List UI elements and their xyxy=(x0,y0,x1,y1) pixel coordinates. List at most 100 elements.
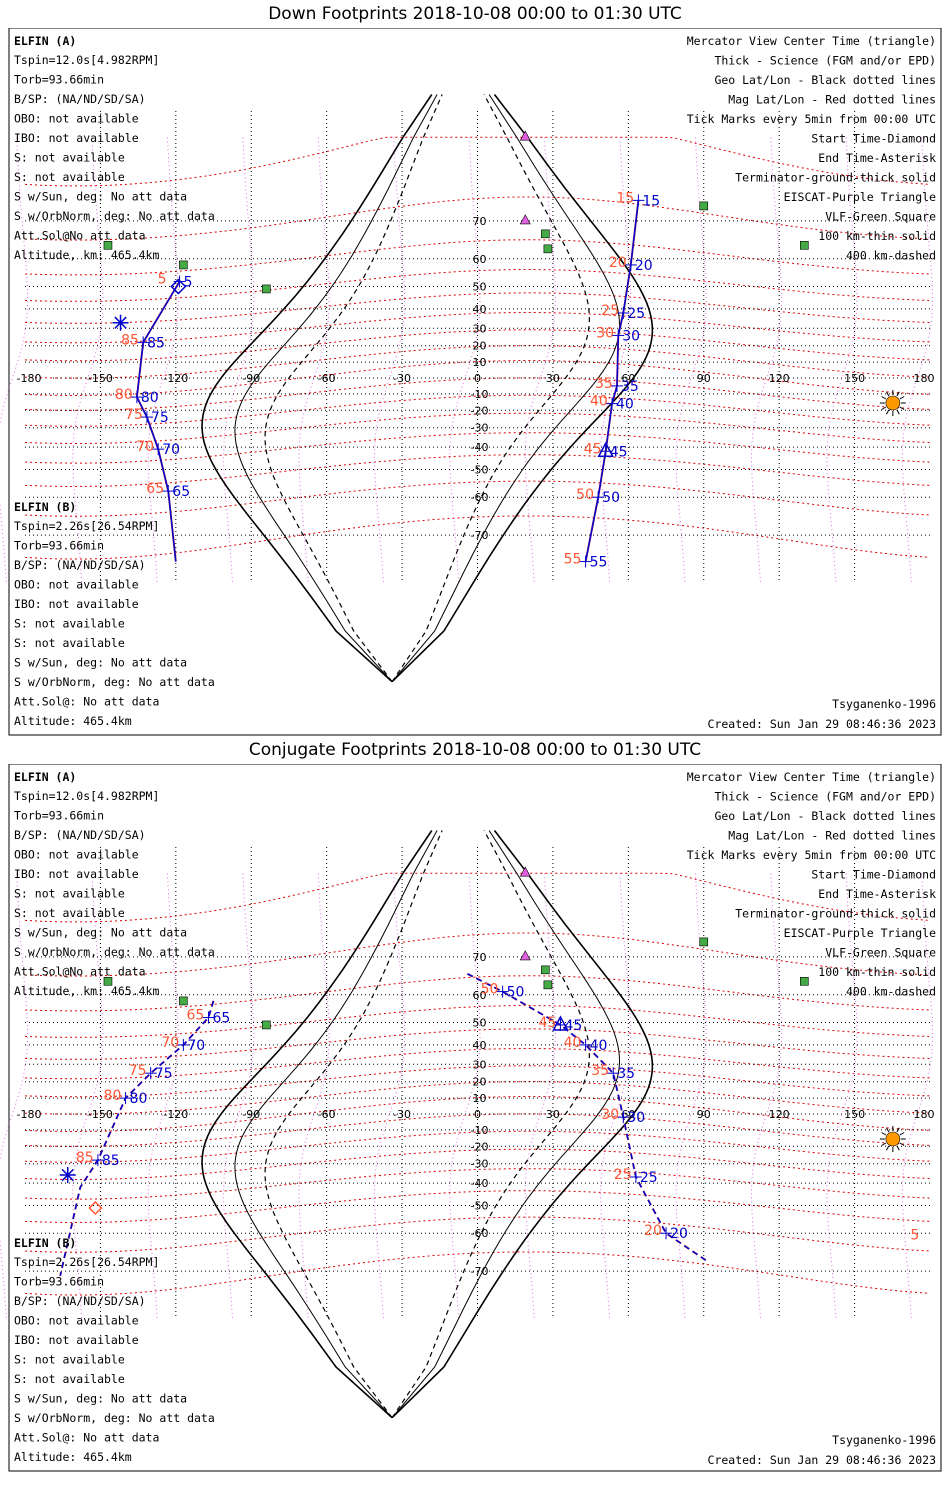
tick-label-b: 35 xyxy=(591,1063,609,1079)
sc-b-name: ELFIN (B) xyxy=(14,1236,76,1250)
conjugate-footprints-map: -180 -150 -120 -90 -60 -30 0 30 60 90 120 150 180706… xyxy=(0,764,942,1472)
lat-tick-label: 70 xyxy=(473,215,487,228)
tick-label-a: 35 xyxy=(621,379,639,395)
terminator-curves xyxy=(201,94,654,683)
sun-ray xyxy=(881,1132,887,1136)
lon-tick-label: 150 xyxy=(844,1108,865,1121)
tick-label-b: 40 xyxy=(564,1035,582,1051)
sun-ray xyxy=(899,1142,905,1146)
created-timestamp: Created: Sun Jan 29 08:46:36 2023 xyxy=(708,1453,937,1467)
lat-tick-label: -60 xyxy=(471,1227,489,1240)
legend-line: Mercator View Center Time (triangle) xyxy=(687,34,936,48)
mag-lat-line xyxy=(24,1065,931,1098)
tick-label-b: 20 xyxy=(609,255,627,271)
sc-b-info-line: OBO: not available xyxy=(14,1314,139,1328)
extra-tick-label: 5 xyxy=(910,1228,919,1244)
tick-label-b: 70 xyxy=(161,1035,179,1051)
sc-b-info-line: S w/OrbNorm, deg: No att data xyxy=(14,675,215,689)
sc-a-info-line: OBO: not available xyxy=(14,848,139,862)
mag-lat-line xyxy=(24,329,931,362)
sc-a-info-line: IBO: not available xyxy=(14,867,139,881)
lon-tick-label: -120 xyxy=(163,1108,188,1121)
terminator-ground-curve xyxy=(201,94,433,683)
lon-tick-label: 60 xyxy=(621,372,635,385)
sc-b-info-line: IBO: not available xyxy=(14,597,139,611)
vlf-square xyxy=(699,937,709,947)
tick-label-b: 65 xyxy=(187,1007,205,1023)
vlf-square xyxy=(179,996,188,1006)
sun-disc xyxy=(885,395,901,411)
tick-label-b: 30 xyxy=(601,1107,619,1123)
vlf-square xyxy=(541,965,550,975)
tick-label-a: 25 xyxy=(640,1170,658,1186)
tick-label-b: 65 xyxy=(146,481,164,497)
lon-tick-label: -150 xyxy=(88,372,113,385)
sc-a-info-line: S w/Sun, deg: No att data xyxy=(14,190,187,204)
lon-tick-label: 30 xyxy=(546,372,560,385)
legend-line: Terminator-ground-thick solid xyxy=(735,907,936,921)
geo-grid xyxy=(25,847,930,1318)
mag-lat-line xyxy=(24,1004,931,1038)
tick-label-a: 50 xyxy=(507,985,525,1001)
tick-label-b: 30 xyxy=(596,325,614,341)
down-footprints-map: -180 -150 -120 -90 -60 -30 0 30 60 90 120 150 180 70 6… xyxy=(0,28,942,736)
legend-line: VLF-Green Square xyxy=(825,946,936,960)
bottom-panel-title: Conjugate Footprints 2018-10-08 00:00 to… xyxy=(248,740,702,760)
lat-tick-label: 40 xyxy=(473,1039,487,1052)
tick-label-a: 55 xyxy=(590,555,608,571)
tick-label-b: 85 xyxy=(76,1150,94,1166)
tick-label-a: 50 xyxy=(602,490,620,506)
sc-a-info-line: S w/Sun, deg: No att data xyxy=(14,926,187,940)
legend-line: Tick Marks every 5min from 00:00 UTC xyxy=(687,112,936,126)
sc-b-info-line: Altitude: 465.4km xyxy=(14,1450,132,1464)
lat-tick-label: -60 xyxy=(471,491,489,504)
geo-grid xyxy=(25,111,930,582)
lat-tick-label: -20 xyxy=(471,1140,489,1153)
start-diamond xyxy=(88,1200,103,1216)
lat-tick-label: -40 xyxy=(471,441,489,454)
sc-a-info-line: Torb=93.66min xyxy=(14,809,104,823)
eiscat-triangle xyxy=(519,214,531,225)
lat-tick-label: -40 xyxy=(471,1177,489,1190)
sc-b-info-line: Att.Sol@: No att data xyxy=(14,1431,159,1445)
tick-label-a: 45 xyxy=(610,444,628,460)
lat-tick-label: -70 xyxy=(471,529,489,542)
lat-tick-label: 50 xyxy=(473,1017,487,1030)
tick-label-b: 75 xyxy=(125,407,143,423)
lon-tick-label: 180 xyxy=(914,372,935,385)
sc-a-info-line: Att.Sol@No att data xyxy=(14,229,146,243)
sc-a-info-line: B/SP: (NA/ND/SD/SA) xyxy=(14,92,146,106)
lat-tick-label: 20 xyxy=(473,1076,487,1089)
tick-label-a: 75 xyxy=(151,410,169,426)
lon-tick-label: -30 xyxy=(393,1108,411,1121)
lat-tick-label: -50 xyxy=(471,1199,489,1212)
sun-ray xyxy=(881,396,887,400)
tick-label-b: 15 xyxy=(616,190,634,206)
sc-b-info-line: S w/Sun, deg: No att data xyxy=(14,1392,187,1406)
lat-tick-label: 60 xyxy=(473,989,487,1002)
altitude-400km-curve xyxy=(391,830,591,1419)
tick-label-a: 30 xyxy=(622,328,640,344)
track-line-a xyxy=(467,973,710,1263)
sun-ray xyxy=(885,1145,890,1151)
lon-tick-label: -60 xyxy=(318,372,336,385)
legend: Mercator View Center Time (triangle) Thic… xyxy=(687,770,936,999)
sun-ray xyxy=(899,406,905,410)
sun-ray xyxy=(881,1142,887,1146)
start-diamond xyxy=(170,278,187,295)
sun-icon xyxy=(879,390,906,416)
vlf-square xyxy=(800,240,809,250)
legend-line: 100 km-thin solid xyxy=(818,965,936,979)
legend-line: Terminator-ground-thick solid xyxy=(735,171,936,185)
mag-lat-line xyxy=(24,1130,931,1163)
lon-tick-label: -150 xyxy=(88,1108,113,1121)
mag-lat-line xyxy=(24,268,931,302)
tick-label-b: 50 xyxy=(481,982,499,998)
legend-line: VLF-Green Square xyxy=(825,210,936,224)
sc-b-info-line: B/SP: (NA/ND/SD/SA) xyxy=(14,1294,146,1308)
legend-line: Thick - Science (FGM and/or EPD) xyxy=(714,790,936,804)
tick-label-a: 65 xyxy=(172,484,190,500)
lon-tick-label: 60 xyxy=(621,1108,635,1121)
lat-tick-label: -50 xyxy=(471,463,489,476)
tick-label-a: 65 xyxy=(213,1010,231,1026)
